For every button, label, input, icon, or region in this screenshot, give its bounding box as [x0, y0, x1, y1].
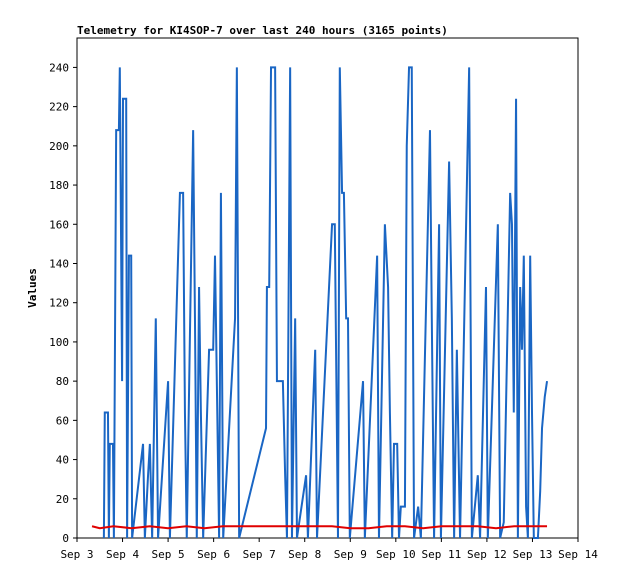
y-tick-label: 240	[49, 61, 69, 74]
x-tick-label: Sep 14	[558, 548, 598, 561]
y-tick-label: 20	[56, 493, 69, 506]
x-tick-label: Sep 10	[376, 548, 416, 561]
x-tick-label: Sep 4	[106, 548, 139, 561]
y-tick-label: 40	[56, 454, 69, 467]
y-tick-label: 80	[56, 375, 69, 388]
chart-title: Telemetry for KI4SOP-7 over last 240 hou…	[77, 24, 448, 37]
y-axis-label: Values	[26, 268, 39, 308]
plot-frame	[76, 37, 579, 539]
y-tick-label: 100	[49, 336, 69, 349]
x-tick-label: Sep 7	[243, 548, 276, 561]
series-line	[91, 525, 548, 530]
y-tick-label: 220	[49, 101, 69, 114]
x-tick-label: Sep 8	[288, 548, 321, 561]
x-tick-label: Sep 6	[197, 548, 230, 561]
y-tick-label: 120	[49, 297, 69, 310]
series-line	[102, 66, 549, 539]
x-tick-label: Sep 11	[421, 548, 461, 561]
x-tick-label: Sep 12	[467, 548, 507, 561]
y-tick-label: 60	[56, 414, 69, 427]
x-tick-label: Sep 9	[334, 548, 367, 561]
x-tick-label: Sep 3	[60, 548, 93, 561]
y-tick-label: 180	[49, 179, 69, 192]
y-tick-label: 200	[49, 140, 69, 153]
x-tick-label: Sep 13	[513, 548, 553, 561]
y-tick-label: 160	[49, 218, 69, 231]
x-tick-label: Sep 5	[152, 548, 185, 561]
y-tick-label: 0	[62, 532, 69, 545]
y-tick-label: 140	[49, 257, 69, 270]
